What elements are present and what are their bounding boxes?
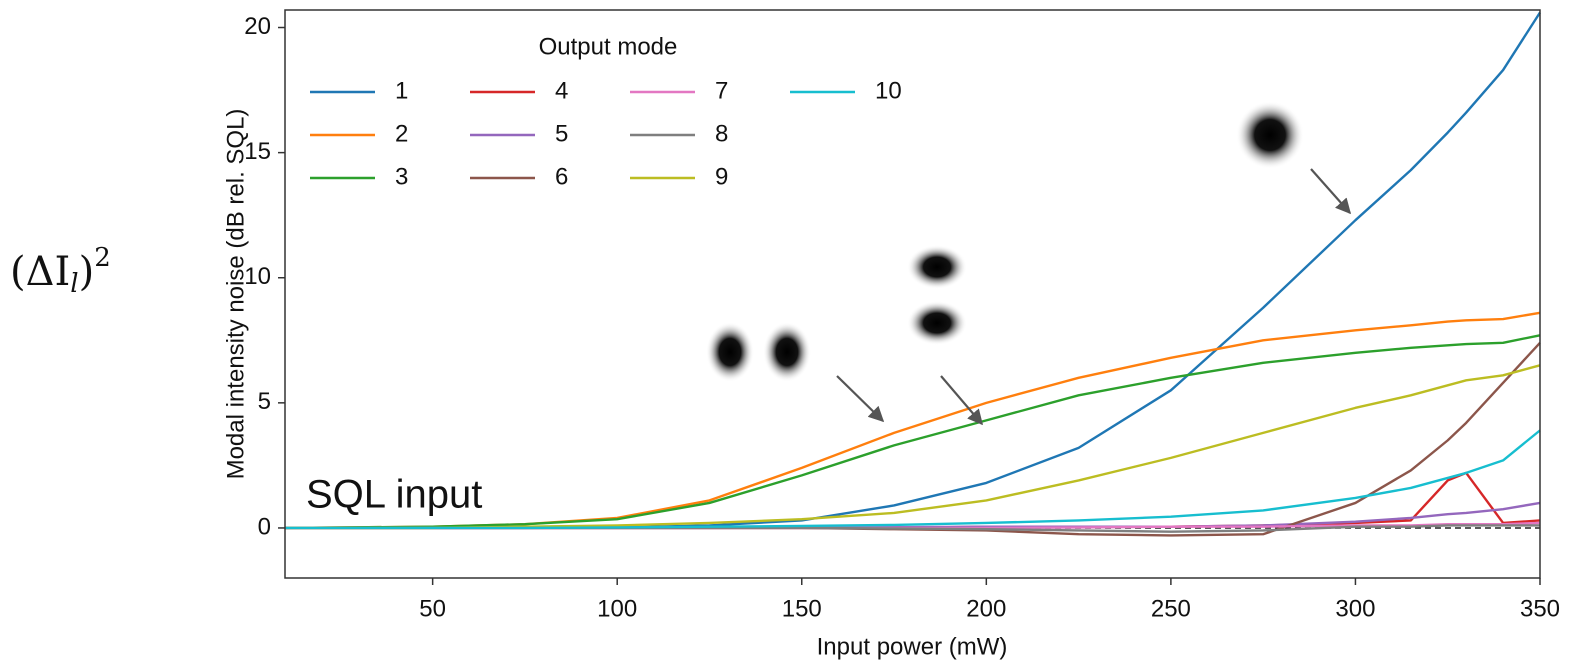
x-tick-label: 350 <box>1520 595 1560 622</box>
side-label: (ΔIl)2 <box>10 243 111 299</box>
mode-image <box>907 245 967 289</box>
arrows <box>836 168 1352 426</box>
y-tick-label: 10 <box>244 263 271 290</box>
series-line <box>285 364 1541 530</box>
arrow <box>836 375 885 423</box>
mode-image <box>907 301 967 345</box>
legend-label: 4 <box>555 77 568 104</box>
legend-label: 10 <box>875 77 902 104</box>
x-axis-label: Input power (mW) <box>817 633 1008 660</box>
x-tick-label: 300 <box>1335 595 1375 622</box>
plot-area <box>284 11 1542 537</box>
legend-label: 9 <box>715 163 728 190</box>
y-tick-label: 0 <box>258 513 271 540</box>
legend-label: 5 <box>555 120 568 147</box>
mode-images <box>706 101 1304 382</box>
x-tick-label: 100 <box>597 595 637 622</box>
arrow <box>940 375 984 426</box>
plot-frame <box>284 9 1541 579</box>
side-label-part: (ΔI <box>10 249 70 295</box>
mode-image <box>706 322 754 382</box>
x-tick-label: 50 <box>419 595 446 622</box>
series-line <box>285 429 1541 530</box>
x-tick-label: 250 <box>1151 595 1191 622</box>
side-label-part: ) <box>79 249 95 295</box>
side-label-sup: 2 <box>94 243 111 273</box>
series-line <box>284 334 1541 530</box>
legend-label: 1 <box>395 77 408 104</box>
y-tick-label: 20 <box>244 13 271 40</box>
arrow <box>1310 168 1352 215</box>
legend-label: 2 <box>395 120 408 147</box>
x-tick-label: 150 <box>782 595 822 622</box>
mode-image <box>763 322 811 382</box>
legend-label: 7 <box>715 77 728 104</box>
y-tick-label: 5 <box>258 388 271 415</box>
y-axis-label: Modal intensity noise (dB rel. SQL) <box>222 109 249 480</box>
annotation: SQL input <box>306 473 482 517</box>
x-tick-label: 200 <box>966 595 1006 622</box>
y-tick-label: 15 <box>244 138 271 165</box>
legend-label: 6 <box>555 163 568 190</box>
side-label-sub: l <box>70 269 78 299</box>
legend-label: 8 <box>715 120 728 147</box>
mode-image <box>1236 101 1304 169</box>
legend-label: 3 <box>395 163 408 190</box>
legend-title: Output mode <box>539 33 678 60</box>
